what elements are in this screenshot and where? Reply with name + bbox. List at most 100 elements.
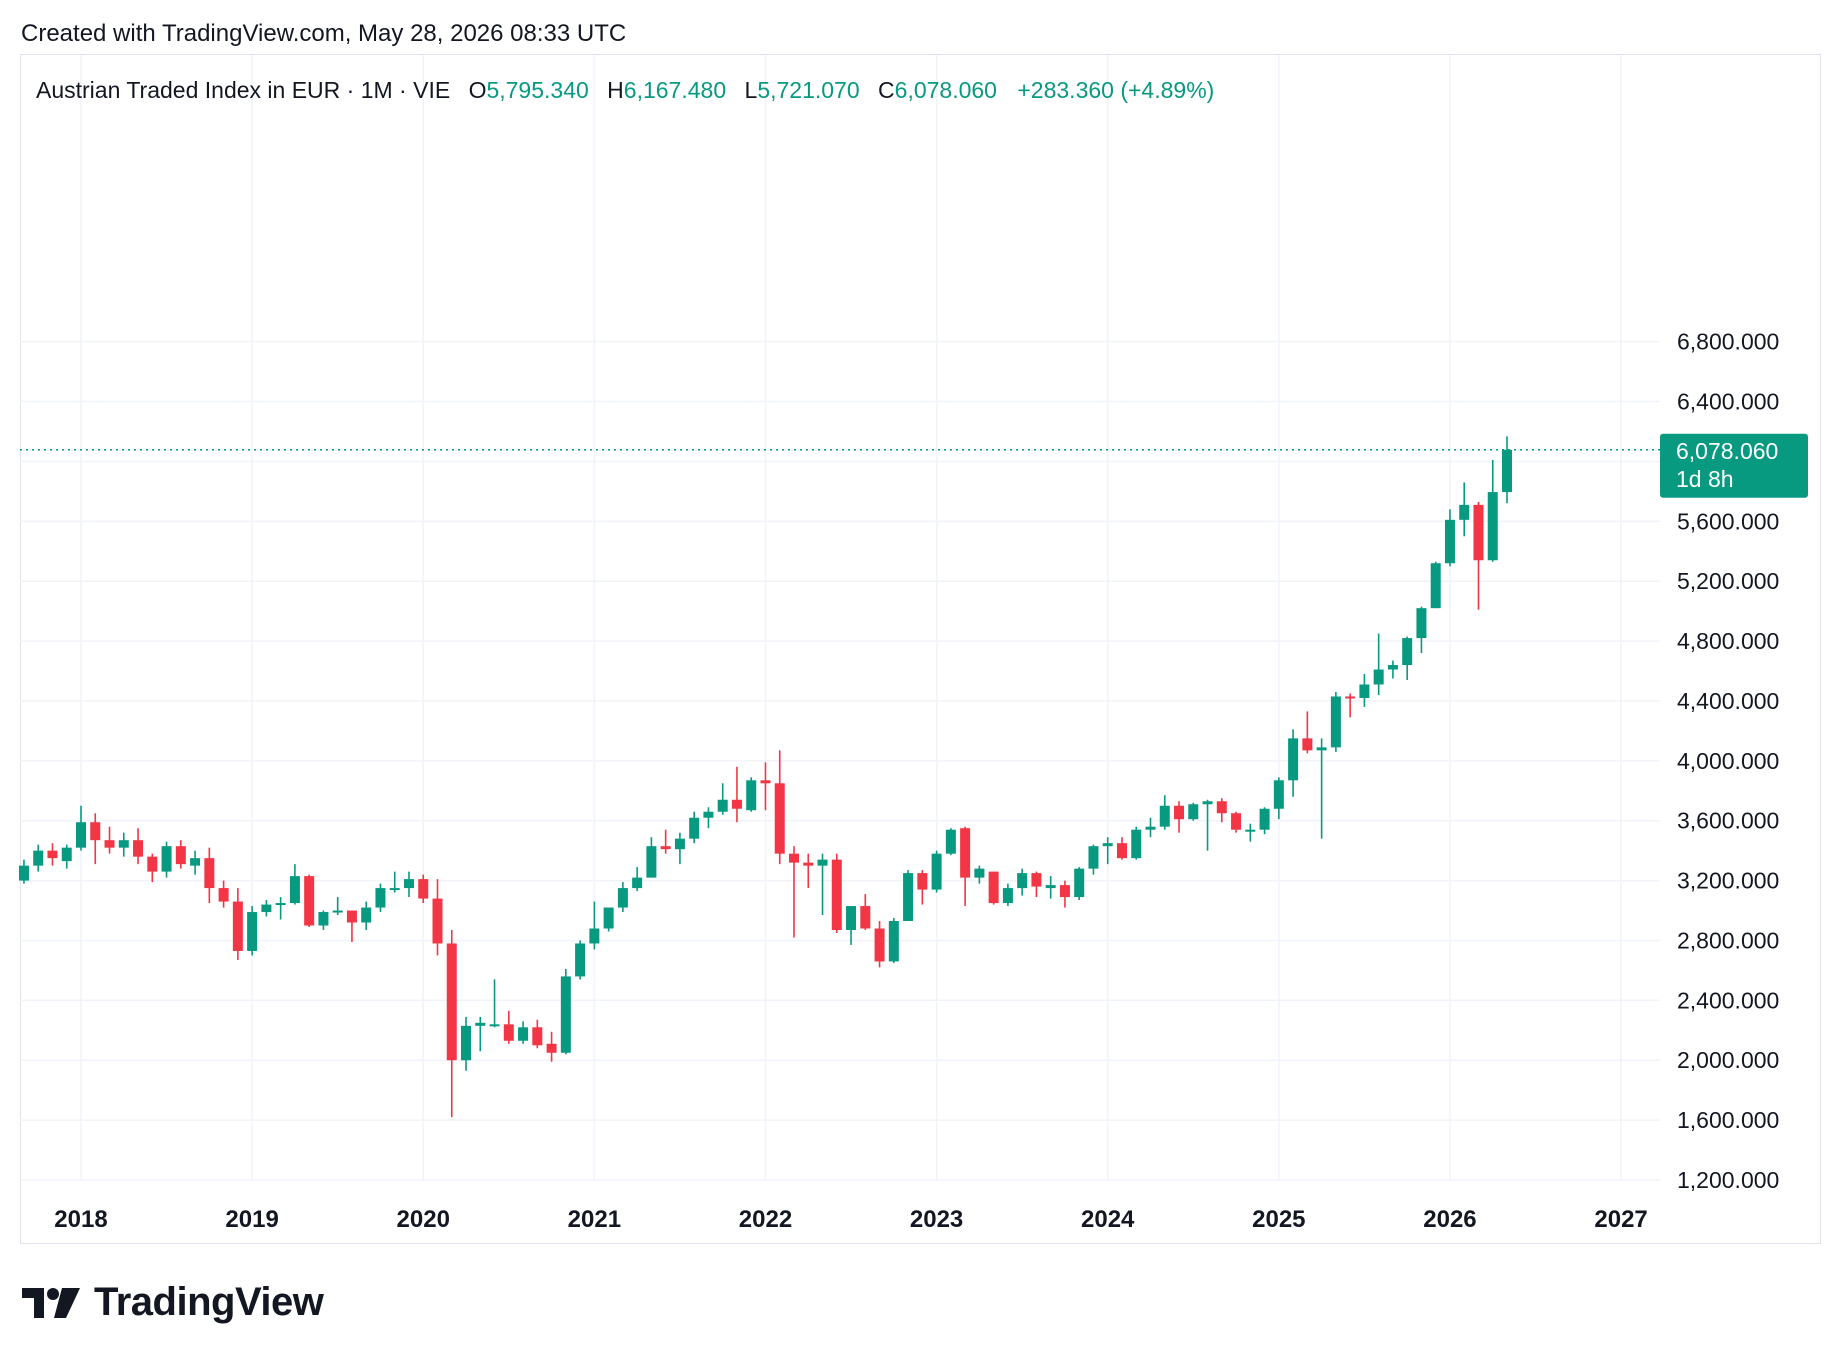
- candle: [1359, 674, 1370, 707]
- candle: [703, 807, 714, 829]
- candle-body: [1188, 804, 1199, 820]
- candle-body: [1273, 780, 1284, 809]
- high-label: H: [607, 77, 624, 103]
- candle-body: [589, 928, 600, 944]
- candle: [346, 910, 357, 942]
- candle: [1473, 501, 1484, 610]
- candle-body: [375, 888, 386, 908]
- candle-body: [575, 943, 586, 977]
- candle-body: [603, 907, 614, 929]
- candle: [1430, 561, 1441, 609]
- tradingview-brand[interactable]: TradingView: [22, 1280, 324, 1325]
- candle-body: [960, 828, 971, 878]
- tradingview-wordmark: TradingView: [94, 1280, 324, 1324]
- candle-body: [1444, 519, 1455, 564]
- candle: [1188, 802, 1199, 821]
- candle: [803, 853, 814, 889]
- year-tick-label: 2021: [568, 1206, 621, 1233]
- candle: [1174, 801, 1185, 833]
- candle: [1330, 691, 1341, 752]
- candle-body: [1487, 492, 1498, 561]
- candle: [917, 870, 928, 905]
- candle: [446, 930, 457, 1118]
- candle-body: [403, 879, 414, 889]
- candle-body: [1145, 826, 1156, 830]
- year-tick-label: 2019: [225, 1206, 278, 1233]
- candle: [874, 921, 885, 968]
- candle-body: [104, 840, 115, 848]
- year-tick-label: 2025: [1252, 1206, 1305, 1233]
- candle: [403, 871, 414, 898]
- candle: [888, 918, 899, 963]
- candle-body: [1216, 801, 1227, 814]
- candle: [1159, 795, 1170, 830]
- symbol-description: Austrian Traded Index in EUR · 1M · VIE: [36, 77, 451, 103]
- candle: [1502, 436, 1512, 504]
- candle-body: [1074, 868, 1085, 898]
- candle-body: [632, 877, 643, 889]
- candle-body: [731, 799, 742, 809]
- candle-body: [888, 921, 899, 962]
- candle-body: [917, 873, 928, 890]
- candle: [603, 907, 614, 932]
- candle-body: [988, 871, 999, 904]
- price-tick-label: 4,400.000: [1677, 688, 1779, 714]
- candle-body: [646, 846, 657, 878]
- candle-body: [503, 1024, 514, 1041]
- candle: [731, 766, 742, 823]
- close-label: C: [878, 77, 895, 103]
- candle-body: [874, 928, 885, 962]
- candle: [104, 826, 115, 854]
- candle: [475, 1016, 486, 1052]
- candle: [846, 906, 857, 945]
- candle: [1373, 633, 1384, 695]
- candle: [1316, 738, 1327, 839]
- candle-body: [717, 799, 728, 812]
- candle: [1487, 459, 1498, 562]
- last-price-tag: [1660, 433, 1808, 498]
- candle-body: [1102, 843, 1113, 847]
- candle: [760, 762, 771, 811]
- candle: [831, 853, 842, 933]
- candle-body: [860, 906, 871, 929]
- candle: [689, 811, 700, 844]
- candle: [560, 968, 571, 1055]
- year-tick-label: 2027: [1594, 1206, 1647, 1233]
- candle-body: [1031, 873, 1042, 887]
- candle: [589, 901, 600, 950]
- price-tick-label: 3,200.000: [1677, 868, 1779, 894]
- candle: [1045, 876, 1056, 899]
- candle: [1345, 693, 1356, 718]
- candle: [931, 850, 942, 893]
- candle: [1002, 883, 1013, 907]
- candle: [461, 1016, 472, 1071]
- candle: [118, 832, 129, 857]
- price-tick-label: 5,600.000: [1677, 508, 1779, 534]
- candle: [746, 777, 757, 812]
- candle-body: [1473, 504, 1484, 561]
- candle: [489, 979, 500, 1028]
- candle-body: [532, 1027, 543, 1046]
- candle: [546, 1031, 557, 1062]
- candle: [945, 828, 956, 856]
- candle: [1459, 482, 1470, 537]
- candle-body: [90, 822, 101, 841]
- candle-body: [1231, 813, 1242, 830]
- candle-body: [617, 888, 628, 908]
- candle: [974, 865, 985, 884]
- candle-body: [47, 850, 58, 859]
- price-tick-label: 6,400.000: [1677, 389, 1779, 415]
- open-label: O: [468, 77, 487, 103]
- candle-body: [1316, 747, 1327, 751]
- candle-body: [518, 1027, 529, 1041]
- candle: [175, 840, 186, 869]
- candle-body: [118, 840, 129, 848]
- candle: [960, 826, 971, 907]
- price-tick-label: 1,600.000: [1677, 1107, 1779, 1133]
- candle-body: [33, 850, 44, 866]
- candle-body: [1259, 808, 1270, 830]
- candle-body: [204, 858, 215, 889]
- candle-body: [1088, 846, 1099, 869]
- candle: [518, 1021, 529, 1044]
